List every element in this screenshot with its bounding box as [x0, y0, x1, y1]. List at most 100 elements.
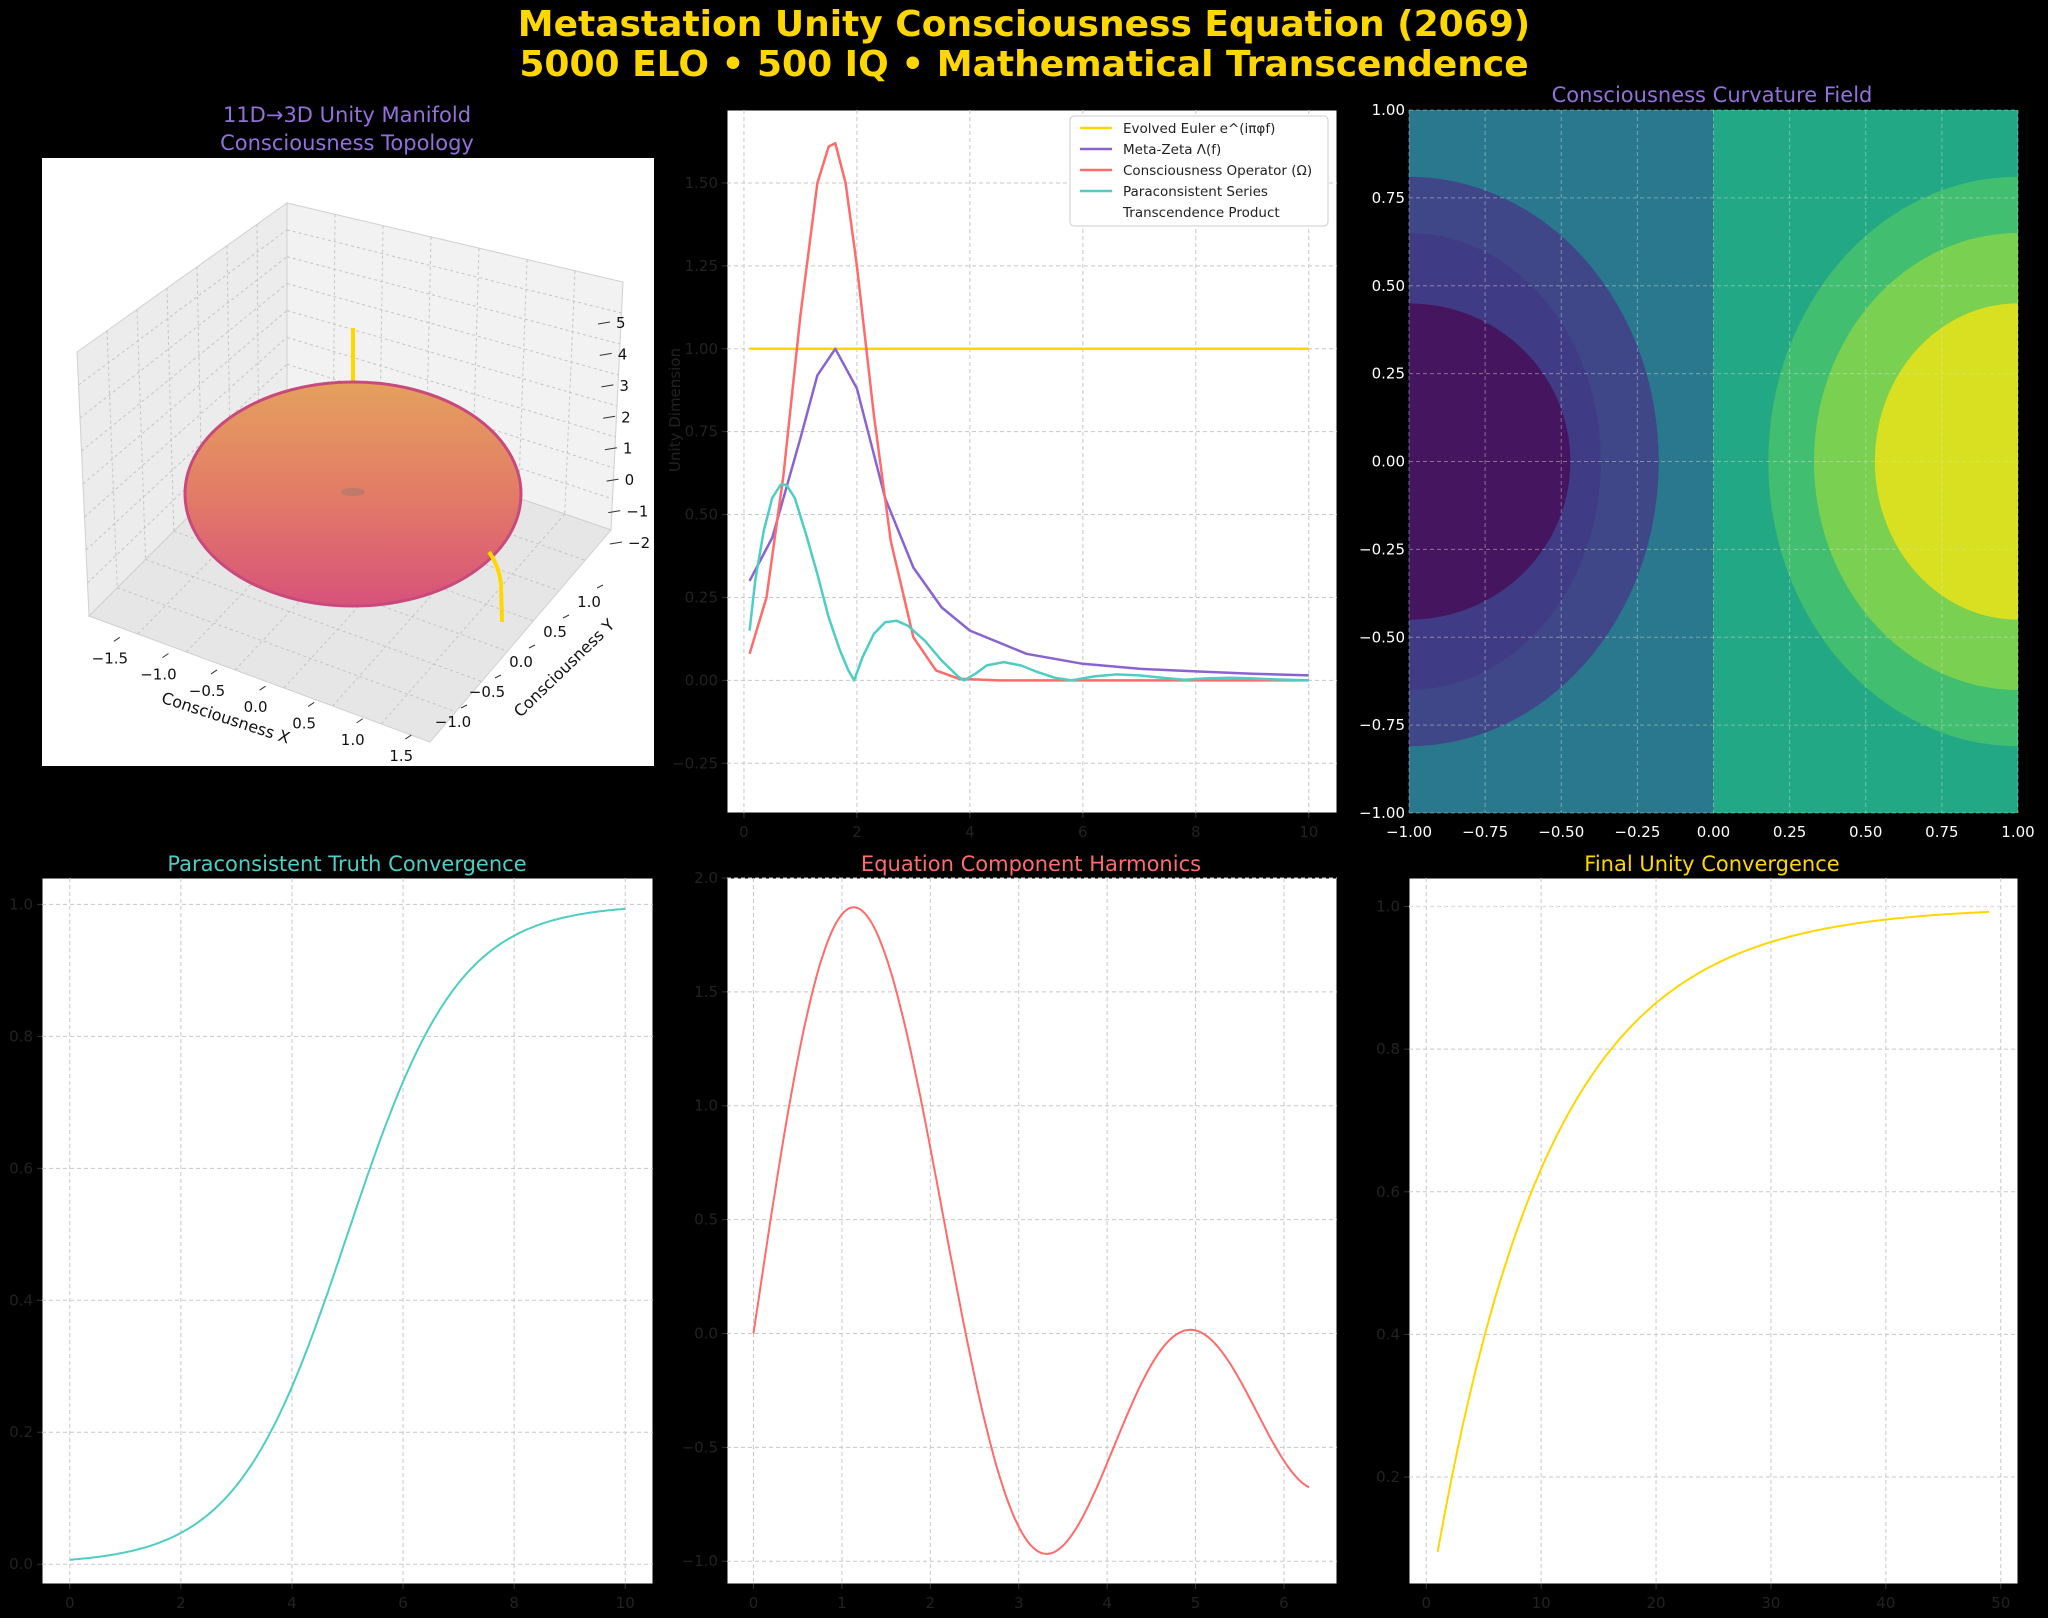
x-tick-label: 0.0 [244, 698, 268, 716]
x-tick-label: 8 [509, 1594, 519, 1612]
gridline [78, 229, 288, 386]
axes-truth: 0 2 4 6 8 10 0.0 0.2 0.4 0.6 0.8 1.0 [9, 877, 654, 1612]
y-tick-label: 0.6 [9, 1159, 33, 1177]
z-tick-mark [604, 447, 617, 451]
x-tick-label: −0.75 [1462, 823, 1508, 841]
harmonics-title: Equation Component Harmonics [861, 852, 1201, 876]
plot-area [726, 109, 1338, 814]
x-tick-label: −1.00 [1386, 823, 1432, 841]
x-tick-label: 1.5 [389, 747, 413, 765]
y-tick-label: 1.00 [685, 340, 718, 358]
x-tick-mark [259, 685, 266, 691]
truth-title: Paraconsistent Truth Convergence [167, 852, 526, 876]
x-tick-label: 0.5 [292, 714, 316, 732]
z-tick-mark [608, 510, 621, 514]
x-tick-label: 0 [739, 823, 749, 841]
x-tick-label: 6 [398, 1594, 408, 1612]
z-tick-label: 1 [623, 440, 633, 458]
z-tick-label: −2 [628, 534, 650, 552]
gridlines [1409, 878, 2018, 1584]
y-tick-label: −1.0 [435, 713, 471, 731]
y-tick-label: −0.5 [682, 1438, 718, 1456]
y-tick-label: 0.5 [543, 623, 567, 641]
x-tick-label: 4 [287, 1594, 297, 1612]
z-tick-mark [599, 352, 612, 356]
y-tick-label: 0.75 [685, 423, 718, 441]
gridlines [727, 877, 1337, 1584]
y-tick-label: 0.25 [685, 588, 718, 606]
y-tick-label: 0.00 [685, 671, 718, 689]
y-axis-label: Unity Dimension [666, 348, 684, 472]
x-tick-label: 0.50 [1849, 823, 1882, 841]
y-tick-label: −1.00 [1359, 804, 1405, 822]
y-tick-label: 1.0 [9, 895, 33, 913]
gridline [332, 497, 519, 707]
gridline [117, 587, 457, 713]
x-tick-label: 0 [1421, 1594, 1431, 1612]
x-tick-label: 4 [965, 823, 975, 841]
y-tick-label: 2.0 [694, 869, 718, 887]
y-tick-label: −0.5 [469, 683, 505, 701]
series-line-2 [748, 141, 1309, 682]
x-tick-label: 10 [1532, 1594, 1551, 1612]
y-tick-label: −0.25 [1359, 540, 1405, 558]
manifold-title-line-1: 11D→3D Unity Manifold [223, 103, 471, 127]
y-tick-label: 1.0 [1376, 898, 1400, 916]
x-tick-mark [356, 718, 363, 724]
x-tick-label: 30 [1761, 1594, 1780, 1612]
x-tick-label: 5 [1191, 1594, 1201, 1612]
gridline [258, 445, 586, 561]
x-tick-mark [405, 734, 412, 740]
x-tick-label: −1.5 [92, 649, 128, 667]
y-tick-label: 0.2 [1376, 1468, 1400, 1486]
y-tick-label: 0.0 [9, 1555, 33, 1573]
x-tick-label: 8 [1191, 823, 1201, 841]
legend-box [1069, 115, 1329, 227]
x-tick-label: −0.50 [1538, 823, 1584, 841]
legend-entry: Meta-Zeta Λ(f) [1123, 142, 1221, 158]
series-line-1 [748, 347, 1309, 677]
y-tick-label: 0.4 [1376, 1325, 1400, 1343]
z-tick-mark [601, 384, 614, 388]
x-tick-mark [210, 669, 218, 675]
y-tick-label: 0.8 [9, 1027, 33, 1045]
x-tick-label: 0.00 [1697, 823, 1730, 841]
gridline [517, 259, 528, 499]
gridline [380, 513, 566, 725]
y-tick-label: −1.0 [682, 1552, 718, 1570]
y-tick-label: 1.25 [685, 257, 718, 275]
axes-final: 0 10 20 30 40 50 0.2 0.4 0.6 0.8 1.0 [1376, 877, 2019, 1612]
contour-level-3 [1409, 303, 1571, 620]
contour-level-6 [1874, 303, 2018, 620]
truth-curve [69, 907, 626, 1561]
y-tick-label: 0.00 [1372, 453, 1405, 471]
gridline [256, 224, 260, 447]
x-tick-mark [162, 653, 169, 659]
axes-harmonics: 0 1 2 3 4 5 6 −1.0 −0.5 0.0 0.5 1.0 1.5 2.0 [682, 869, 1338, 1612]
x-tick-label: 6 [1279, 1594, 1289, 1612]
y-tick-label: −0.75 [1359, 716, 1405, 734]
y-tick-label: 0.0 [694, 1324, 718, 1342]
y-tick-label: 1.00 [1372, 101, 1405, 119]
z-tick-label: 0 [625, 471, 635, 489]
z-tick-mark [609, 541, 623, 545]
y-tick-label: 0.4 [9, 1291, 33, 1309]
y-tick-label: −0.50 [1359, 628, 1405, 646]
torus-hole [341, 488, 365, 496]
y-tick-mark [562, 614, 570, 619]
axes-components: 0 2 4 6 8 10 −0.25 0.00 0.25 0.50 0.75 1.00 1.25 1.50… [672, 109, 1338, 841]
z-tick-label: 3 [619, 377, 629, 395]
x-tick-label: −1.0 [140, 666, 176, 684]
legend: Evolved Euler e^(iπφf) Meta-Zeta Λ(f) Cons… [1069, 115, 1329, 227]
y-tick-label: 0.75 [1372, 189, 1405, 207]
heatmap-contours [1409, 110, 2018, 813]
y-tick-mark [596, 584, 604, 589]
y-tick-label: 0.50 [1372, 277, 1405, 295]
legend-entry: Paraconsistent Series [1123, 184, 1268, 200]
y-tick-label: 1.0 [577, 593, 601, 611]
gridline [173, 530, 508, 652]
legend-entry: Evolved Euler e^(iπφf) [1123, 121, 1275, 137]
y-tick-label: 0.8 [1376, 1040, 1400, 1058]
gridline [79, 256, 288, 419]
